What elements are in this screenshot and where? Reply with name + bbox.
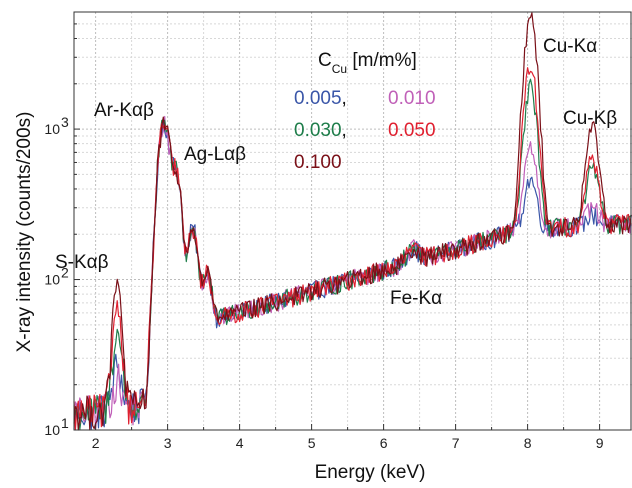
annotation-ag-lab: Ag-Lαβ: [184, 144, 246, 165]
legend-entry-0050: 0.050: [388, 120, 436, 141]
annotation-fe-ka: Fe-Kα: [390, 288, 442, 309]
y-tick-label: 10: [44, 422, 60, 438]
x-tick-label: 2: [92, 435, 100, 451]
series-line-0100: [73, 12, 632, 431]
x-axis-ticks: 2 3 4 5 6 7 8 9: [92, 424, 604, 451]
x-tick-label: 9: [596, 435, 604, 451]
y-tick-exponent: 1: [61, 415, 69, 431]
legend-title: CCu [m/m%]: [318, 50, 417, 76]
series-line-0050: [73, 67, 632, 431]
series-group: [73, 12, 632, 431]
x-tick-label: 3: [164, 435, 172, 451]
annotation-ar-kab: Ar-Kαβ: [94, 100, 154, 121]
y-tick-exponent: 3: [61, 114, 69, 130]
x-tick-label: 5: [308, 435, 316, 451]
legend-entry-0005: 0.005,: [294, 88, 347, 109]
legend-separator: ,: [342, 120, 347, 141]
x-axis-label: Energy (keV): [315, 462, 426, 483]
annotation-s-kab: S-Kαβ: [55, 252, 109, 273]
legend-separator: ,: [342, 88, 347, 109]
series-line-0030: [73, 78, 632, 431]
legend-title-sub: Cu: [332, 62, 347, 76]
legend-entry-0005-label: 0.005: [294, 88, 342, 109]
annotation-cu-ka: Cu-Kα: [543, 36, 597, 57]
legend-entry-0030: 0.030,: [294, 120, 347, 141]
x-tick-label: 8: [524, 435, 532, 451]
plot-frame: [73, 11, 632, 431]
legend: CCu [m/m%] 0.005, 0.010 0.030, 0.050 0.1…: [294, 50, 436, 173]
y-axis-label: X-ray intensity (counts/200s): [14, 112, 35, 353]
y-tick-label: 10: [44, 121, 60, 137]
x-tick-label: 6: [380, 435, 388, 451]
legend-entry-0030-label: 0.030: [294, 120, 342, 141]
legend-title-unit: [m/m%]: [347, 50, 417, 71]
legend-title-main: C: [318, 50, 332, 71]
x-tick-label: 4: [236, 435, 244, 451]
y-tick-label: 10: [44, 272, 60, 288]
annotation-cu-kb: Cu-Kβ: [563, 108, 617, 129]
legend-entry-0100: 0.100: [294, 152, 342, 173]
legend-entry-0010: 0.010: [388, 88, 436, 109]
x-tick-label: 7: [452, 435, 460, 451]
y-tick-exponent: 2: [61, 265, 69, 281]
